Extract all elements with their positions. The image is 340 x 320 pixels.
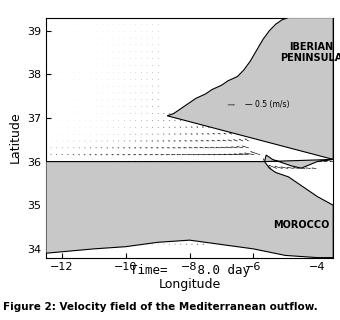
- Text: IBERIAN
PENINSULA: IBERIAN PENINSULA: [280, 42, 340, 63]
- Polygon shape: [167, 18, 333, 168]
- Text: Time=    8.0 day: Time= 8.0 day: [131, 264, 250, 276]
- Text: MOROCCO: MOROCCO: [273, 220, 329, 230]
- Text: Figure 2: Velocity field of the Mediterranean outflow.: Figure 2: Velocity field of the Mediterr…: [3, 302, 318, 312]
- Y-axis label: Latitude: Latitude: [8, 112, 21, 164]
- X-axis label: Longitude: Longitude: [158, 278, 221, 291]
- Polygon shape: [46, 162, 333, 258]
- Text: — 0.5 (m/s): — 0.5 (m/s): [245, 100, 290, 109]
